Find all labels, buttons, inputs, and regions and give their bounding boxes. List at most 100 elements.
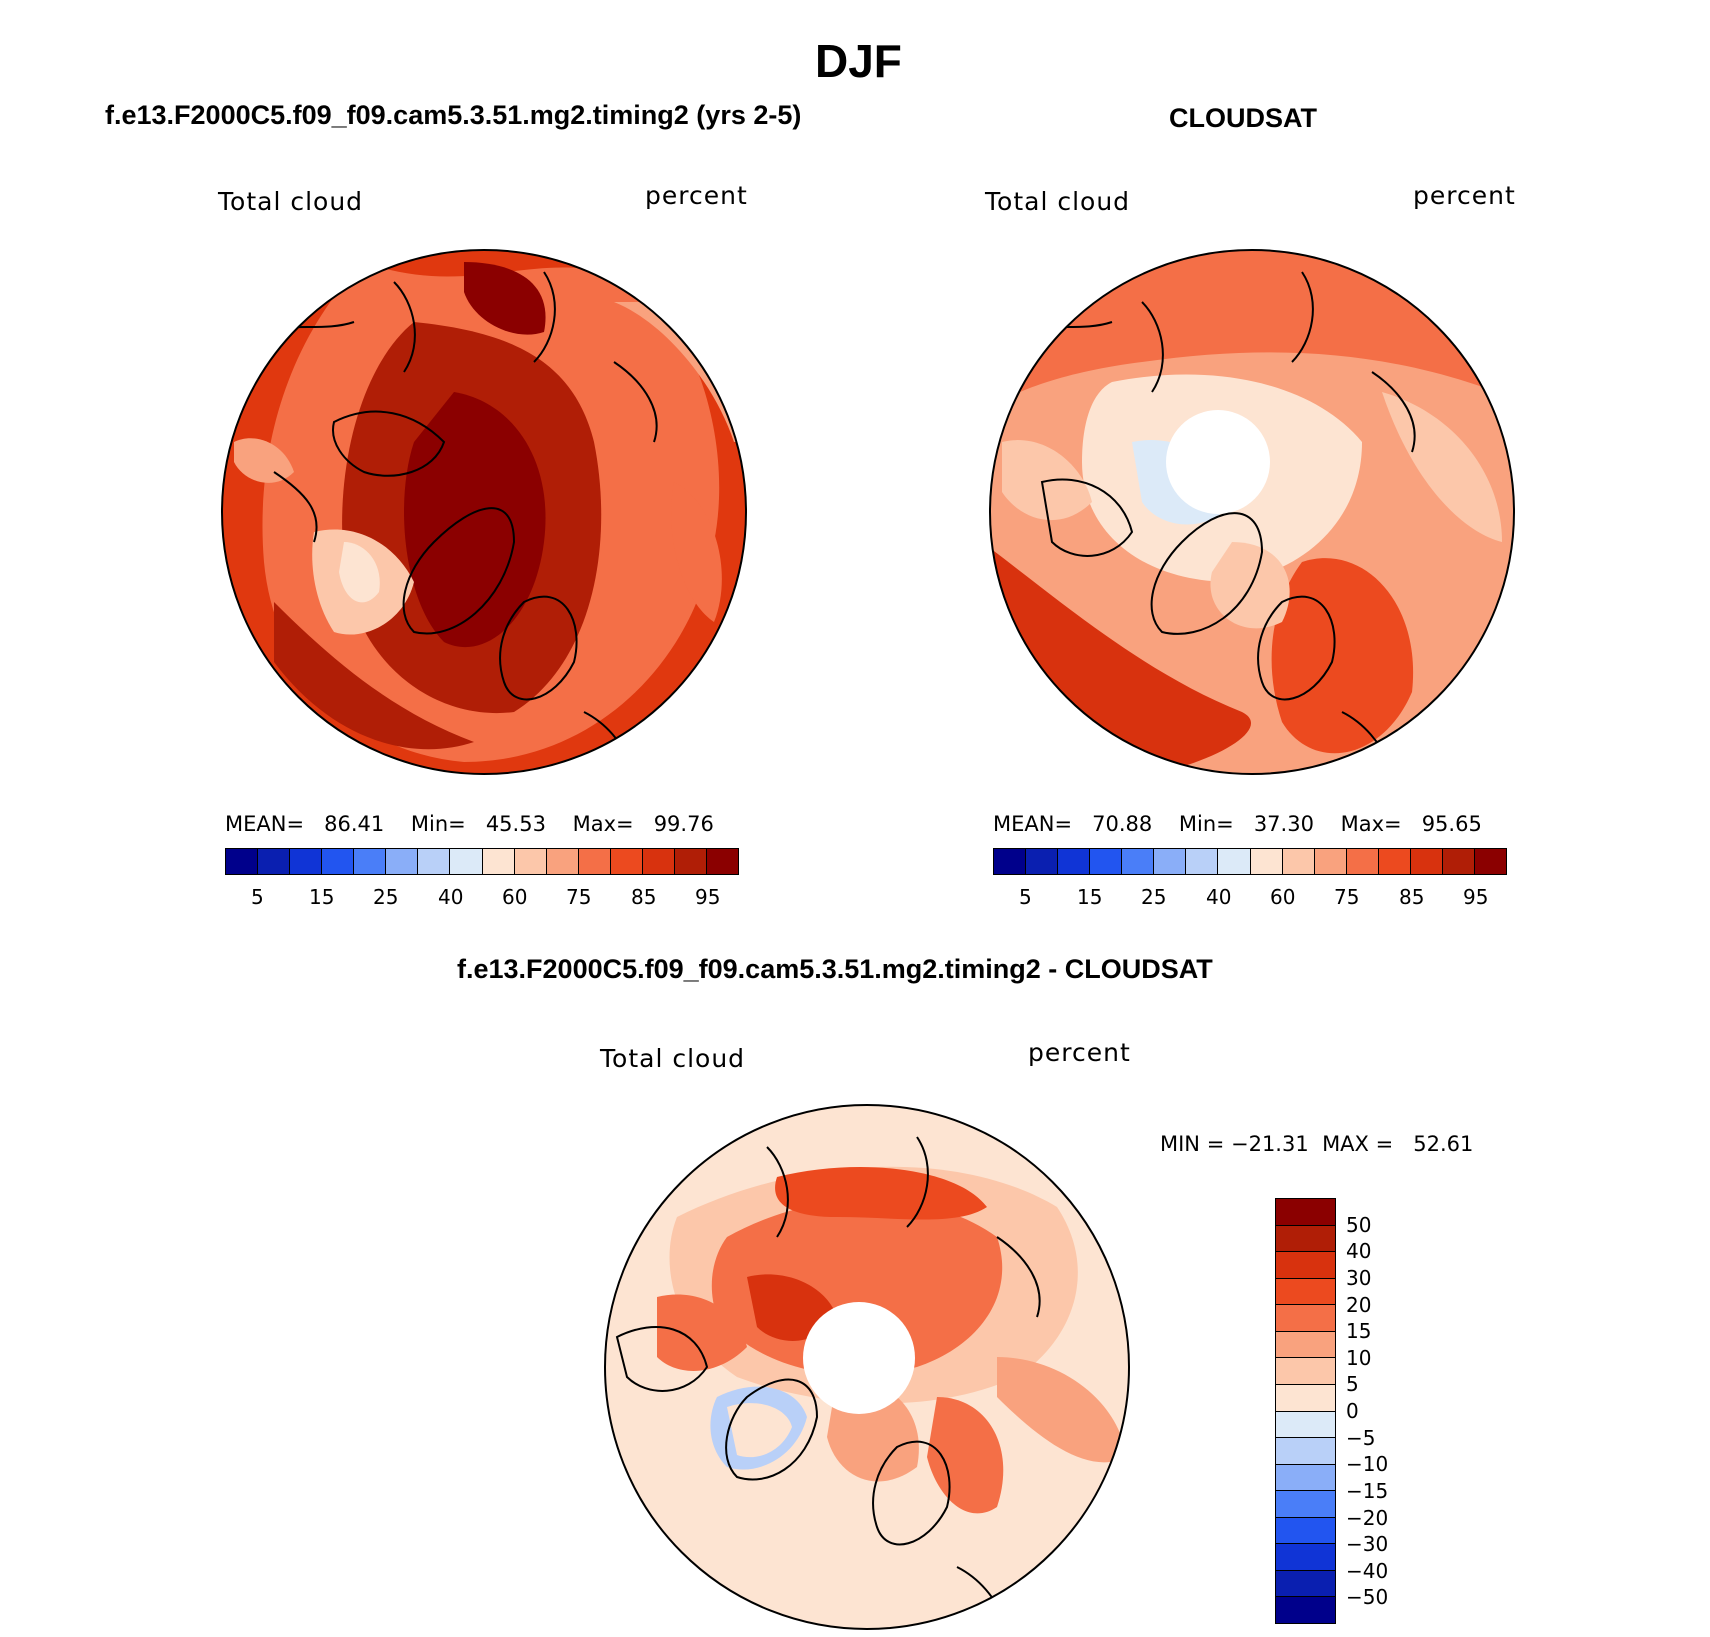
colorbar-tick: −15 xyxy=(1346,1478,1389,1503)
colorbar-swatch xyxy=(1276,1384,1335,1412)
colorbar-swatch xyxy=(994,849,1027,874)
colorbar-tick: 25 xyxy=(373,885,399,909)
panel-model-mean-value: 86.41 xyxy=(324,812,385,836)
colorbar-swatch xyxy=(482,849,515,874)
colorbar-swatch xyxy=(1410,849,1443,874)
colorbar-swatch xyxy=(322,849,355,874)
panel-obs-mean-value: 70.88 xyxy=(1092,812,1153,836)
panel-diff-map xyxy=(604,1104,1130,1630)
panel-diff-title: f.e13.F2000C5.f09_f09.cam5.3.51.mg2.timi… xyxy=(457,954,1213,984)
colorbar-tick: 15 xyxy=(1346,1319,1372,1344)
colorbar-swatch xyxy=(706,849,738,874)
colorbar-tick: 15 xyxy=(1077,885,1103,909)
colorbar-swatch xyxy=(1276,1438,1335,1465)
colorbar-swatch xyxy=(418,849,451,874)
panel-obs-variable-label: Total cloud xyxy=(985,187,1131,216)
panel-obs-colorbar xyxy=(993,848,1507,875)
colorbar-swatch xyxy=(386,849,419,874)
panel-obs-title: CLOUDSAT xyxy=(1169,103,1317,133)
panel-model-min-value: 45.53 xyxy=(485,812,546,836)
colorbar-tick: 40 xyxy=(438,885,464,909)
panel-model-title: f.e13.F2000C5.f09_f09.cam5.3.51.mg2.timi… xyxy=(105,100,802,130)
colorbar-tick: 20 xyxy=(1346,1292,1372,1317)
panel-diff-min-value: −21.31 xyxy=(1230,1132,1309,1156)
colorbar-swatch xyxy=(1026,849,1059,874)
colorbar-swatch xyxy=(546,849,579,874)
colorbar-swatch xyxy=(1276,1252,1335,1279)
colorbar-swatch xyxy=(450,849,483,874)
colorbar-tick: 85 xyxy=(631,885,657,909)
panel-obs-stats: MEAN= 70.88 Min= 37.30 Max= 95.65 xyxy=(993,812,1482,836)
panel-diff-variable-label: Total cloud xyxy=(600,1044,746,1073)
colorbar-swatch xyxy=(1276,1597,1335,1623)
colorbar-tick: −20 xyxy=(1346,1505,1389,1530)
panel-model-min-label: Min= xyxy=(410,812,466,836)
panel-model-stats: MEAN= 86.41 Min= 45.53 Max= 99.76 xyxy=(225,812,714,836)
colorbar-swatch xyxy=(514,849,547,874)
colorbar-swatch xyxy=(1276,1305,1335,1332)
colorbar-swatch xyxy=(1154,849,1187,874)
panel-obs-max-value: 95.65 xyxy=(1421,812,1482,836)
colorbar-swatch xyxy=(1276,1544,1335,1571)
panel-diff-stats: MIN = −21.31 MAX = 52.61 xyxy=(1160,1132,1473,1156)
colorbar-tick: −10 xyxy=(1346,1452,1389,1477)
colorbar-tick: −40 xyxy=(1346,1558,1389,1583)
colorbar-swatch xyxy=(1186,849,1219,874)
panel-diff-max-label: MAX = xyxy=(1322,1132,1394,1156)
panel-diff-unit-label: percent xyxy=(1028,1038,1131,1067)
colorbar-tick: 60 xyxy=(502,885,528,909)
colorbar-swatch xyxy=(610,849,643,874)
panel-obs-unit-label: percent xyxy=(1413,181,1516,210)
colorbar-tick: −30 xyxy=(1346,1532,1389,1557)
colorbar-swatch xyxy=(1276,1464,1335,1492)
colorbar-swatch xyxy=(290,849,323,874)
colorbar-tick: 25 xyxy=(1141,885,1167,909)
colorbar-swatch xyxy=(1282,849,1315,874)
colorbar-swatch xyxy=(1276,1331,1335,1359)
colorbar-tick: 40 xyxy=(1206,885,1232,909)
colorbar-tick: 40 xyxy=(1346,1239,1372,1264)
panel-obs-mean-label: MEAN= xyxy=(993,812,1073,836)
panel-model-mean-label: MEAN= xyxy=(225,812,305,836)
panel-model-unit-label: percent xyxy=(645,181,748,210)
panel-obs-min-label: Min= xyxy=(1178,812,1234,836)
colorbar-swatch xyxy=(1276,1570,1335,1598)
colorbar-swatch xyxy=(1442,849,1475,874)
colorbar-swatch xyxy=(1276,1225,1335,1253)
colorbar-swatch xyxy=(578,849,611,874)
panel-model-max-value: 99.76 xyxy=(653,812,714,836)
colorbar-tick: 75 xyxy=(1334,885,1360,909)
colorbar-swatch xyxy=(1276,1278,1335,1306)
colorbar-swatch xyxy=(1122,849,1155,874)
colorbar-swatch xyxy=(226,849,259,874)
colorbar-tick: 10 xyxy=(1346,1345,1372,1370)
colorbar-swatch xyxy=(1378,849,1411,874)
panel-model-colorbar xyxy=(225,848,739,875)
colorbar-tick: 30 xyxy=(1346,1265,1372,1290)
colorbar-swatch xyxy=(354,849,387,874)
colorbar-swatch xyxy=(1276,1199,1335,1226)
colorbar-tick: −5 xyxy=(1346,1425,1376,1450)
colorbar-tick: 50 xyxy=(1346,1212,1372,1237)
panel-obs-max-label: Max= xyxy=(1340,812,1402,836)
panel-diff-max-value: 52.61 xyxy=(1413,1132,1474,1156)
colorbar-tick: 75 xyxy=(566,885,592,909)
colorbar-swatch xyxy=(1276,1358,1335,1385)
colorbar-tick: 95 xyxy=(695,885,721,909)
panel-diff-colorbar xyxy=(1275,1198,1336,1624)
colorbar-swatch xyxy=(1276,1491,1335,1518)
colorbar-tick: 5 xyxy=(1019,885,1032,909)
colorbar-tick: 5 xyxy=(1346,1372,1359,1397)
colorbar-tick: 60 xyxy=(1270,885,1296,909)
panel-model-max-label: Max= xyxy=(572,812,634,836)
colorbar-swatch xyxy=(1474,849,1506,874)
colorbar-tick: 85 xyxy=(1399,885,1425,909)
panel-obs-map xyxy=(989,249,1515,775)
colorbar-swatch xyxy=(1346,849,1379,874)
colorbar-tick: 95 xyxy=(1463,885,1489,909)
colorbar-swatch xyxy=(258,849,291,874)
colorbar-swatch xyxy=(1058,849,1091,874)
colorbar-swatch xyxy=(1314,849,1347,874)
colorbar-tick: 5 xyxy=(251,885,264,909)
panel-model-map xyxy=(221,249,747,775)
